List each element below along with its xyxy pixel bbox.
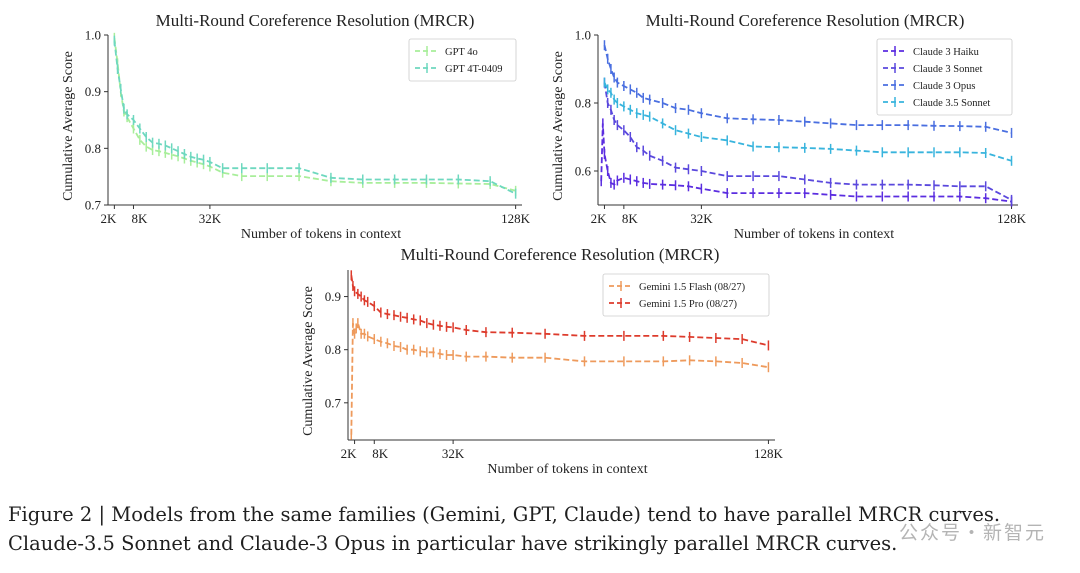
x-tick-label: 2K	[100, 211, 117, 226]
series-claude-3-haiku	[600, 118, 1013, 207]
y-tick-label: 1.0	[85, 28, 101, 43]
x-tick-label: 2K	[341, 446, 358, 461]
legend-label: Claude 3 Opus	[913, 81, 975, 92]
legend: Gemini 1.5 Flash (08/27) Gemini 1.5 Pro (…	[602, 273, 770, 317]
x-axis-label: Number of tokens in context	[734, 227, 894, 242]
x-tick-label: 2K	[591, 211, 608, 226]
y-tick-label: 0.7	[325, 395, 342, 410]
series-line	[603, 82, 1012, 201]
series-claude-3-sonnet	[603, 77, 1013, 205]
chart-title: Multi-Round Coreference Resolution (MRCR…	[401, 245, 720, 264]
y-tick-label: 0.8	[85, 141, 101, 156]
x-tick-label: 8K	[372, 446, 389, 461]
legend-box	[602, 273, 770, 317]
y-tick-label: 0.8	[575, 96, 591, 111]
y-tick-label: 0.9	[325, 289, 341, 304]
x-tick-label: 128K	[501, 211, 531, 226]
y-axis-label: Cumulative Average Score	[61, 51, 76, 201]
y-axis-label: Cumulative Average Score	[551, 51, 566, 201]
legend-label: Gemini 1.5 Flash (08/27)	[639, 282, 746, 293]
legend-label: GPT 4T-0409	[445, 64, 502, 75]
watermark: 公众号・新智元	[898, 522, 1046, 544]
y-tick-label: 0.8	[325, 342, 341, 357]
series-line	[603, 82, 1012, 162]
series-line	[600, 123, 1012, 203]
series-claude-3-opus	[603, 40, 1013, 138]
chart-title: Multi-Round Coreference Resolution (MRCR…	[156, 11, 475, 30]
legend-label: Gemini 1.5 Pro (08/27)	[639, 299, 737, 310]
chart-1: Multi-Round Coreference Resolution (MRCR…	[61, 11, 531, 242]
x-tick-label: 128K	[997, 211, 1027, 226]
legend-label: Claude 3 Sonnet	[913, 64, 982, 75]
x-tick-label: 32K	[442, 446, 465, 461]
x-tick-label: 32K	[690, 211, 713, 226]
legend-label: GPT 4o	[445, 47, 478, 58]
x-tick-label: 32K	[199, 211, 222, 226]
legend-label: Claude 3 Haiku	[913, 47, 980, 58]
x-tick-label: 8K	[622, 211, 639, 226]
chart-3: Multi-Round Coreference Resolution (MRCR…	[301, 245, 783, 477]
legend-box	[408, 38, 517, 82]
chart-2: Multi-Round Coreference Resolution (MRCR…	[551, 11, 1027, 242]
series-line	[603, 44, 1012, 134]
caption-line-2: Claude-3.5 Sonnet and Claude-3 Opus in p…	[8, 532, 898, 555]
series-gemini-1-5-flash-08-27-	[350, 318, 770, 440]
y-tick-label: 0.6	[575, 164, 592, 179]
figure-caption: Figure 2 | Models from the same families…	[8, 500, 1078, 558]
y-tick-label: 0.9	[85, 84, 101, 99]
legend: GPT 4o GPT 4T-0409	[408, 38, 517, 82]
legend: Claude 3 Haiku Claude 3 Sonnet Claude 3 Op…	[876, 38, 1013, 116]
series-gemini-1-5-pro-08-27-	[350, 270, 770, 351]
figure-canvas: Multi-Round Coreference Resolution (MRCR…	[61, 11, 1027, 477]
y-tick-label: 1.0	[575, 28, 591, 43]
legend-box	[876, 38, 1013, 116]
x-axis-label: Number of tokens in context	[241, 227, 401, 242]
series-claude-3-5-sonnet	[603, 77, 1013, 166]
x-tick-label: 8K	[131, 211, 148, 226]
x-tick-label: 128K	[754, 446, 784, 461]
legend-label: Claude 3.5 Sonnet	[913, 98, 990, 109]
series-gpt-4t-0409	[113, 35, 517, 199]
y-axis-label: Cumulative Average Score	[301, 286, 316, 436]
caption-line-1: Figure 2 | Models from the same families…	[8, 503, 1001, 526]
x-axis-label: Number of tokens in context	[487, 462, 647, 477]
series-line	[350, 320, 769, 435]
chart-title: Multi-Round Coreference Resolution (MRCR…	[646, 11, 965, 30]
y-tick-label: 0.7	[85, 198, 102, 213]
